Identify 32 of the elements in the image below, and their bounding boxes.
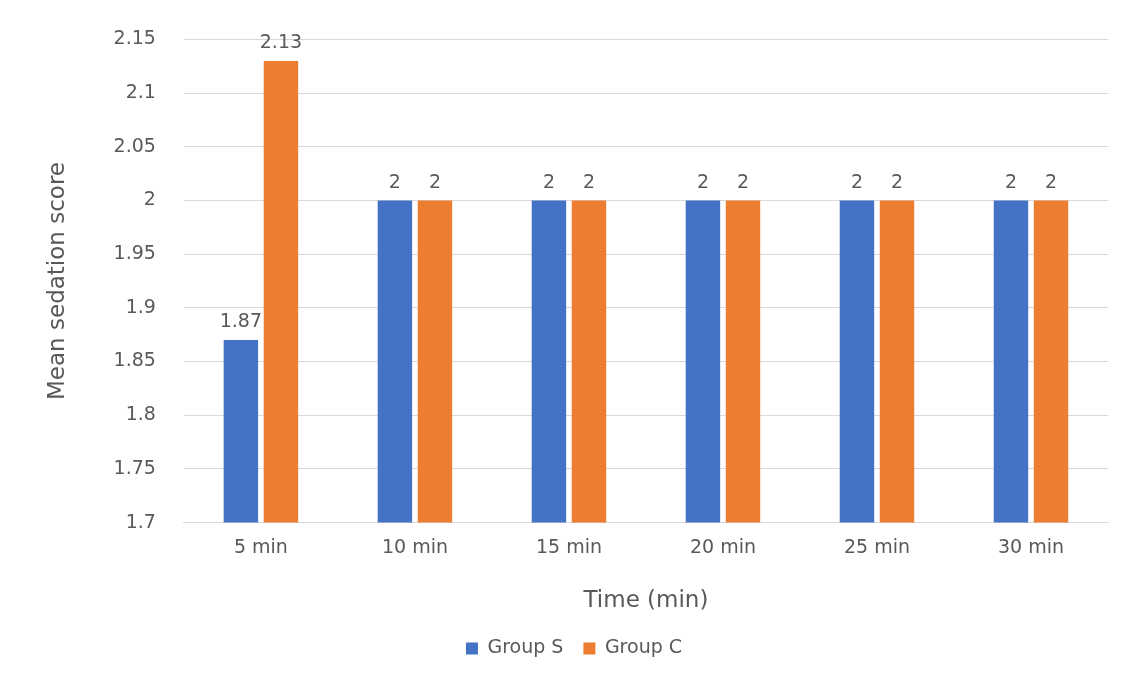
data-label: 2 bbox=[696, 169, 709, 192]
y-tick-label: 1.7 bbox=[125, 509, 156, 532]
data-label: 2 bbox=[736, 169, 750, 192]
y-tick-label: 1.75 bbox=[113, 455, 156, 478]
y-axis-title: Mean sedation score bbox=[42, 162, 69, 400]
y-tick-label: 1.95 bbox=[113, 241, 156, 264]
y-tick-label: 1.8 bbox=[125, 402, 156, 425]
y-tick-label: 2 bbox=[143, 187, 156, 210]
x-tick-label: 25 min bbox=[843, 534, 910, 557]
y-tick-label: 2.1 bbox=[125, 80, 156, 103]
data-label: 2 bbox=[850, 169, 863, 192]
data-label: 2 bbox=[388, 169, 401, 192]
legend-label: Group C bbox=[604, 635, 683, 658]
x-axis-title: Time (min) bbox=[582, 586, 709, 613]
x-tick-label: 10 min bbox=[381, 534, 448, 557]
data-label: 1.87 bbox=[219, 309, 263, 332]
data-label: 2 bbox=[1044, 169, 1058, 192]
x-tick-label: 5 min bbox=[233, 534, 288, 557]
data-label: 2 bbox=[582, 169, 596, 192]
x-tick-label: 30 min bbox=[997, 534, 1065, 557]
data-label: 2 bbox=[890, 169, 904, 192]
data-label: 2.13 bbox=[259, 30, 303, 53]
y-tick-label: 2.15 bbox=[113, 26, 156, 49]
data-label: 2 bbox=[428, 169, 441, 192]
x-tick-label: 15 min bbox=[535, 534, 602, 557]
data-label: 2 bbox=[542, 169, 555, 192]
data-label: 2 bbox=[1004, 169, 1018, 192]
y-tick-label: 2.05 bbox=[113, 133, 156, 156]
y-tick-label: 1.9 bbox=[125, 294, 156, 317]
legend-label: Group S bbox=[487, 635, 564, 658]
y-tick-label: 1.85 bbox=[113, 348, 156, 371]
x-tick-label: 20 min bbox=[689, 534, 756, 557]
